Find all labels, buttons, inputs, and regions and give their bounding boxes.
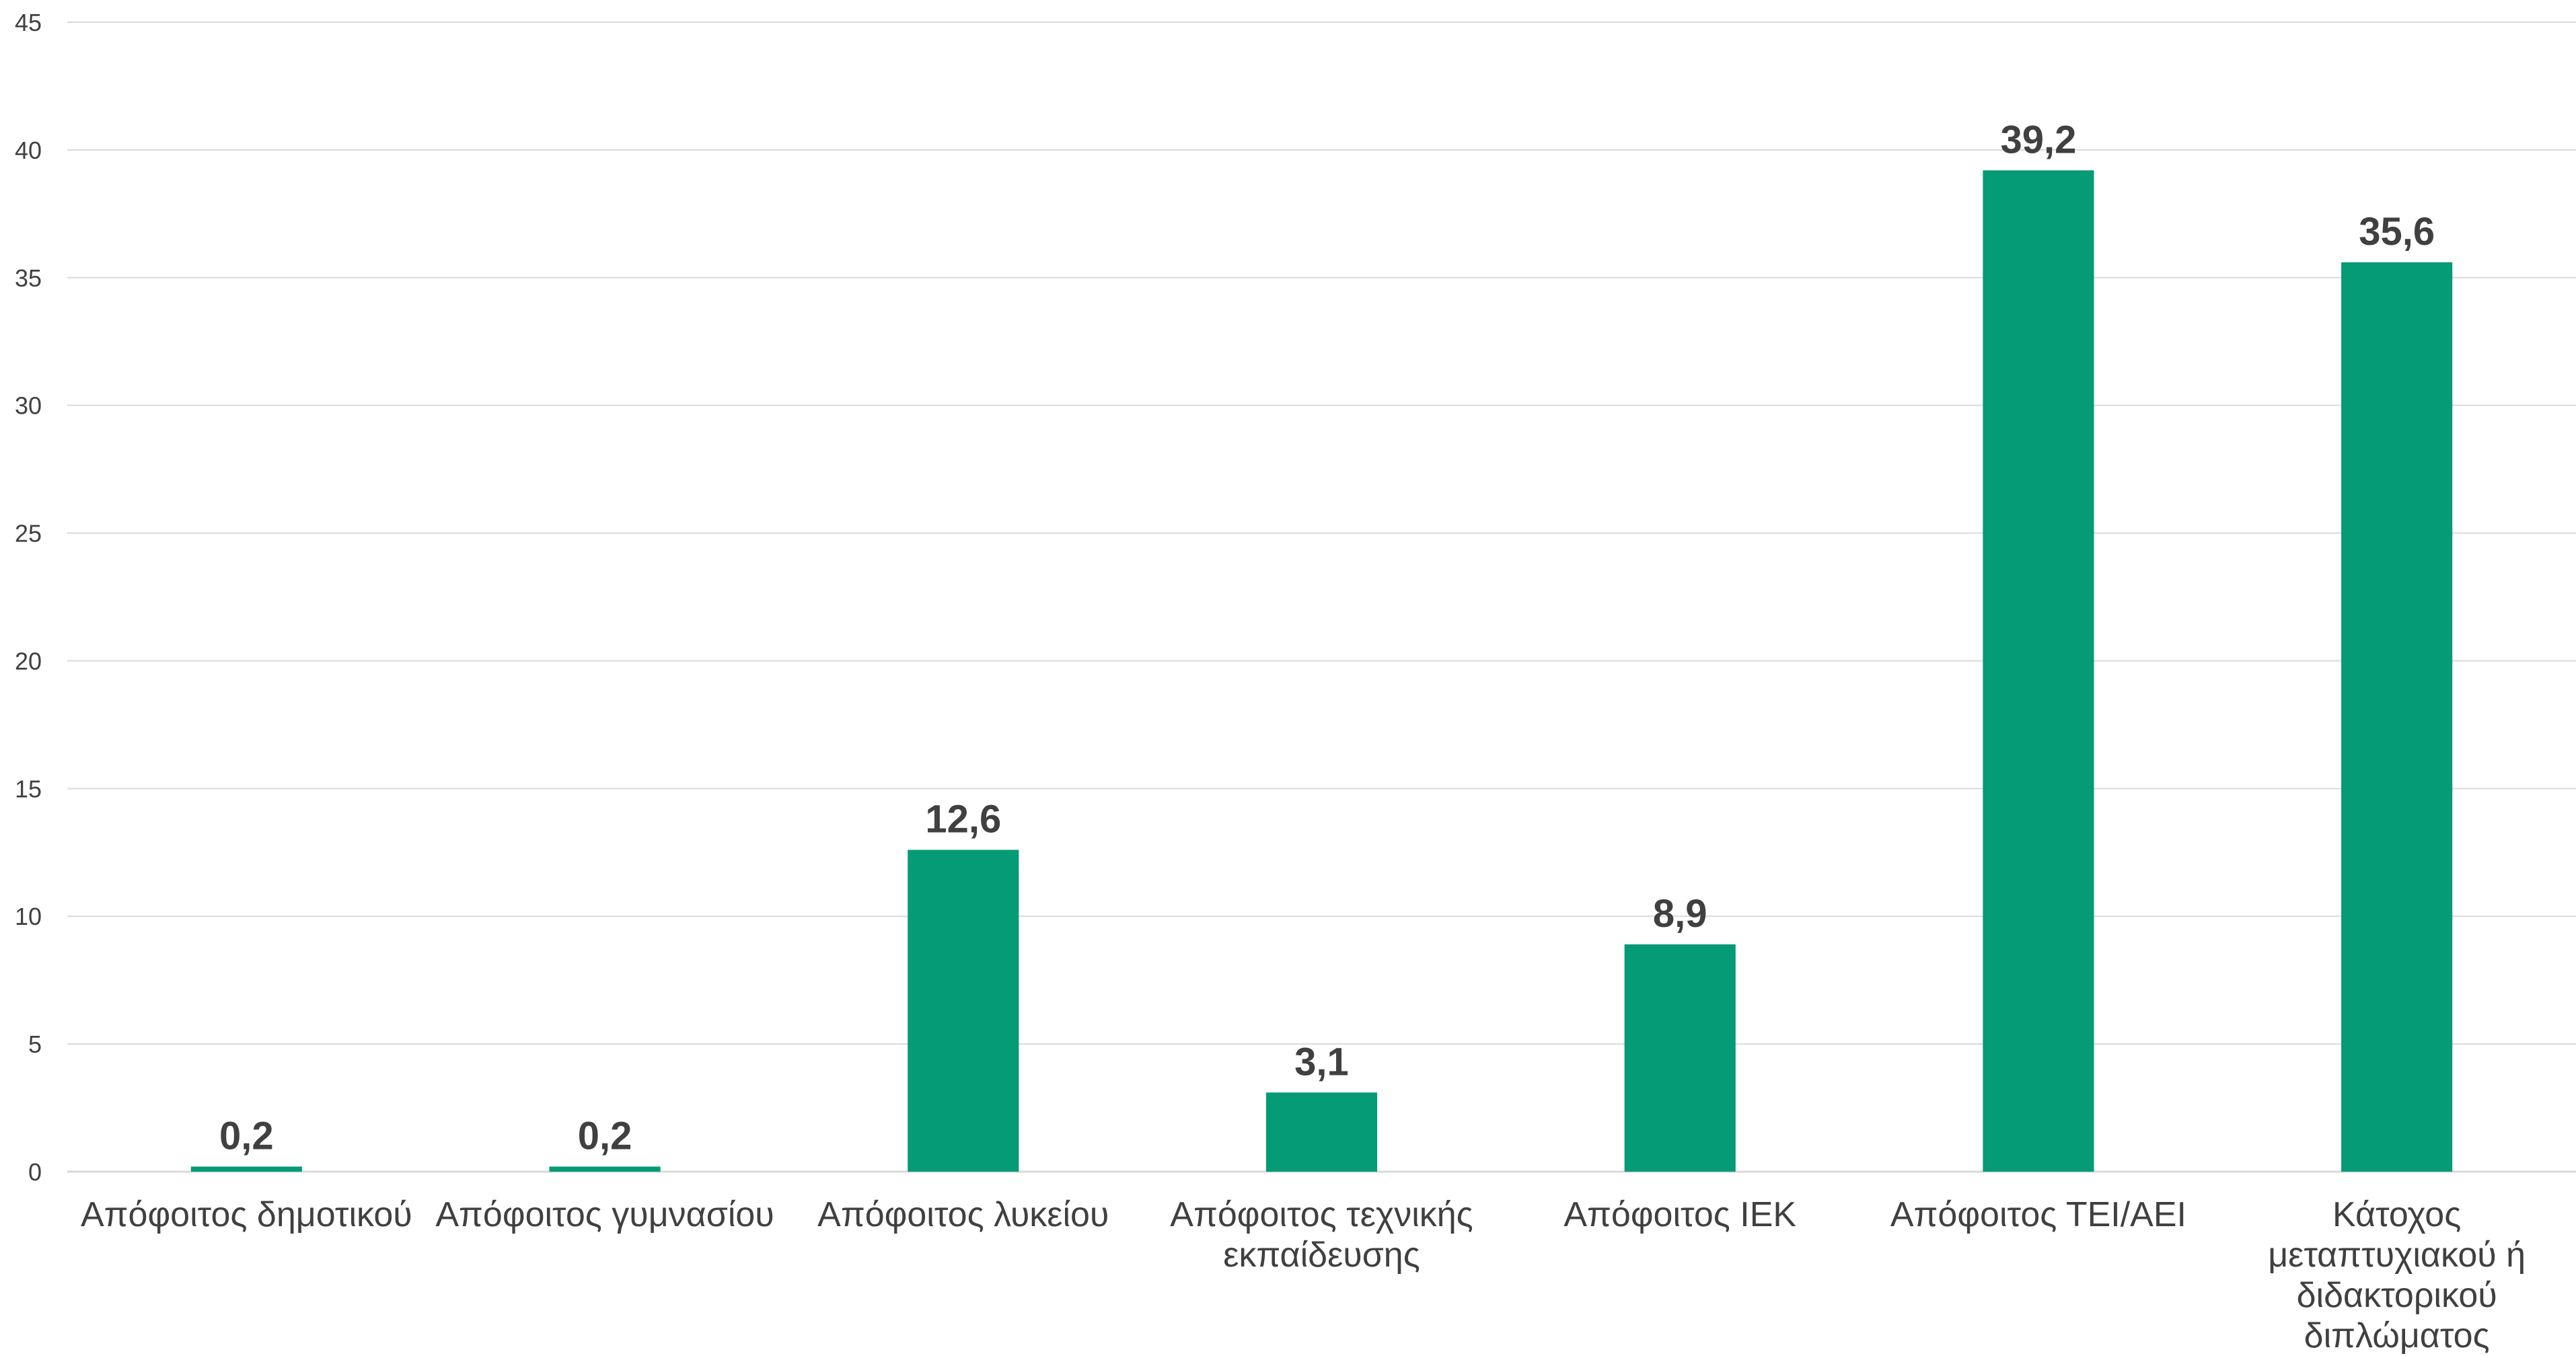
data-labels: 0,2 0,2 12,6 3,1 8,9 39,2 35,6 (219, 118, 2435, 1158)
category-label-line: διδακτορικού (2297, 1276, 2497, 1315)
data-label: 8,9 (1653, 892, 1707, 936)
y-tick-label: 30 (15, 392, 42, 420)
data-label: 35,6 (2359, 210, 2435, 254)
y-tick-label: 5 (28, 1030, 42, 1058)
category-label-line: Κάτοχος (2332, 1195, 2461, 1234)
y-tick-label: 45 (15, 9, 42, 36)
bar (1265, 1092, 1378, 1172)
bars (190, 170, 2453, 1172)
category-label: Κάτοχος μεταπτυχιακού ή διδακτορικού διπλώμ… (2268, 1195, 2526, 1355)
category-label-line: μεταπτυχιακού ή (2268, 1236, 2526, 1275)
bar (1983, 170, 2094, 1172)
category-label: Απόφοιτος δημοτικού (81, 1195, 412, 1234)
y-tick-label: 0 (28, 1158, 42, 1186)
data-label: 3,1 (1294, 1040, 1349, 1084)
y-tick-label: 40 (15, 137, 42, 164)
category-label-line: Απόφοιτος γυμνασίου (435, 1195, 774, 1234)
bar (549, 1166, 661, 1172)
category-label-line: Απόφοιτος ΤΕΙ/ΑΕΙ (1890, 1195, 2186, 1234)
gridlines (67, 22, 2576, 1173)
category-label: Απόφοιτος γυμνασίου (435, 1195, 774, 1234)
y-tick-label: 15 (15, 775, 42, 802)
category-label: Απόφοιτος ΙΕΚ (1563, 1195, 1796, 1234)
y-axis-ticks: 0 5 10 15 20 25 30 35 40 45 (15, 9, 42, 1186)
data-label: 39,2 (2000, 118, 2076, 161)
y-tick-label: 25 (15, 520, 42, 548)
category-label: Απόφοιτος ΤΕΙ/ΑΕΙ (1890, 1195, 2186, 1234)
category-label-line: εκπαίδευσης (1223, 1236, 1420, 1275)
category-label-line: Απόφοιτος λυκείου (817, 1195, 1109, 1234)
category-label-line: Απόφοιτος τεχνικής (1170, 1195, 1473, 1234)
category-label-line: Απόφοιτος ΙΕΚ (1563, 1195, 1796, 1234)
bar (1624, 944, 1736, 1172)
bar (2341, 262, 2453, 1172)
x-axis-categories: Απόφοιτος δημοτικού Απόφοιτος γυμνασίου Απ… (81, 1195, 2526, 1355)
category-label-line: διπλώματος (2304, 1316, 2490, 1355)
data-label: 0,2 (219, 1114, 274, 1158)
category-label: Απόφοιτος τεχνικής εκπαίδευσης (1170, 1195, 1473, 1275)
y-tick-label: 20 (15, 647, 42, 675)
bar (190, 1166, 302, 1172)
data-label: 0,2 (578, 1114, 632, 1158)
category-label-line: Απόφοιτος δημοτικού (81, 1195, 412, 1234)
bar (908, 850, 1019, 1172)
y-tick-label: 35 (15, 264, 42, 292)
category-label: Απόφοιτος λυκείου (817, 1195, 1109, 1234)
y-tick-label: 10 (15, 903, 42, 930)
data-label: 12,6 (925, 797, 1001, 841)
